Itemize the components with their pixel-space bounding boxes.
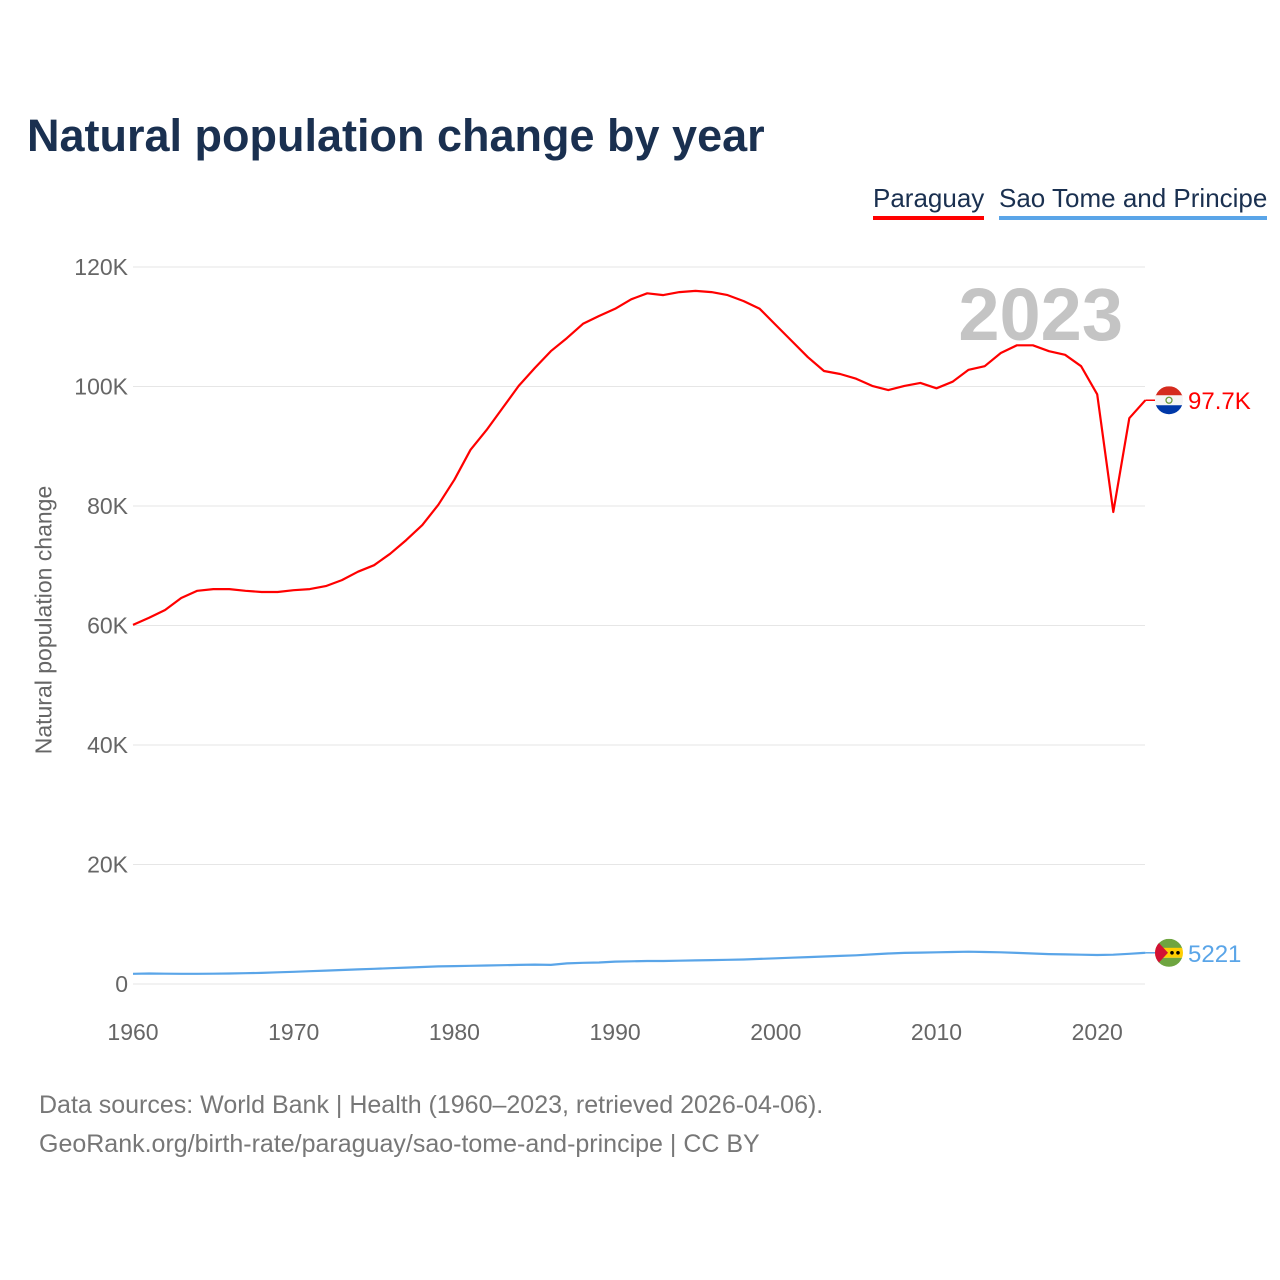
- x-tick-label: 1980: [429, 1019, 480, 1045]
- y-tick-label: 60K: [87, 613, 129, 639]
- end-value-label: 5221: [1188, 941, 1241, 968]
- y-tick-label: 20K: [87, 852, 129, 878]
- series-line-paraguay: [132, 289, 1147, 626]
- series-line-sao-tome: [132, 950, 1146, 975]
- end-value-label: 97.7K: [1188, 388, 1251, 415]
- source-line-1: Data sources: World Bank | Health (1960–…: [39, 1091, 824, 1119]
- source-note: Data sources: World Bank | Health (1960–…: [39, 1086, 823, 1164]
- y-tick-label: 100K: [74, 374, 128, 400]
- legend-paraguay[interactable]: Paraguay: [873, 183, 985, 220]
- x-tick-label: 2000: [750, 1019, 801, 1045]
- sao-tome-flag-icon: [1155, 938, 1183, 967]
- y-tick-label: 120K: [74, 254, 128, 280]
- chart-title: Natural population change by year: [27, 110, 765, 161]
- year-watermark: 2023: [958, 273, 1123, 356]
- y-tick-label: 0: [115, 971, 128, 997]
- y-tick-label: 80K: [87, 493, 129, 519]
- x-tick-label: 2020: [1072, 1019, 1123, 1045]
- x-tick-label: 1970: [268, 1019, 319, 1045]
- x-tick-label: 1990: [590, 1019, 641, 1045]
- y-tick-label: 40K: [87, 732, 129, 758]
- legend-sao-tome[interactable]: Sao Tome and Principe: [999, 183, 1268, 220]
- x-tick-label: 2010: [911, 1019, 962, 1045]
- source-line-2[interactable]: GeoRank.org/birth-rate/paraguay/sao-tome…: [39, 1130, 760, 1158]
- paraguay-flag-icon: [1155, 386, 1183, 415]
- x-tick-label: 1960: [107, 1019, 158, 1045]
